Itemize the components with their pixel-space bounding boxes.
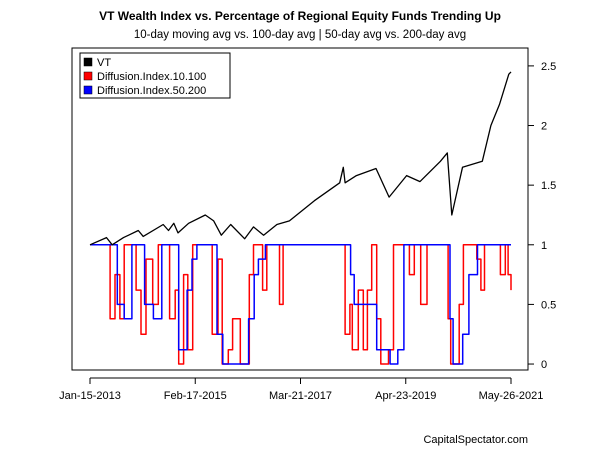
legend-swatch bbox=[83, 71, 93, 81]
x-tick-label: Jan-15-2013 bbox=[59, 390, 121, 402]
legend: VT Diffusion.Index.10.100 Diffusion.Index.… bbox=[79, 52, 231, 99]
y-tick-label: 0.5 bbox=[541, 299, 556, 311]
y-tick-label: 0 bbox=[541, 359, 547, 371]
y-tick-label: 2 bbox=[541, 121, 547, 133]
x-tick-label: May-26-2021 bbox=[479, 390, 544, 402]
series-line-diffusion-index-50-200 bbox=[90, 244, 511, 365]
y-tick-label: 1 bbox=[541, 240, 547, 252]
legend-swatch bbox=[83, 85, 93, 95]
legend-label: VT bbox=[97, 57, 111, 69]
y-axis: 0 0.5 1 1.5 2 2.5 bbox=[527, 61, 556, 371]
x-axis: Jan-15-2013 Feb-17-2015 Mar-21-2017 Apr-23-… bbox=[59, 377, 544, 402]
series-layer bbox=[89, 71, 512, 365]
chart-title: VT Wealth Index vs. Percentage of Region… bbox=[99, 9, 501, 23]
legend-label: Diffusion.Index.10.100 bbox=[97, 71, 206, 83]
series-line-vt bbox=[89, 71, 512, 246]
x-tick-label: Apr-23-2019 bbox=[375, 390, 436, 402]
y-tick-label: 2.5 bbox=[541, 61, 556, 73]
legend-label: Diffusion.Index.50.200 bbox=[97, 85, 206, 97]
chart-subtitle: 10-day moving avg vs. 100-day avg | 50-d… bbox=[134, 29, 466, 41]
source-credit: CapitalSpectator.com bbox=[423, 434, 528, 446]
x-tick-label: Feb-17-2015 bbox=[164, 390, 227, 402]
legend-box bbox=[79, 52, 231, 99]
legend-swatch bbox=[83, 57, 93, 67]
y-tick-label: 1.5 bbox=[541, 180, 556, 192]
x-tick-label: Mar-21-2017 bbox=[269, 390, 332, 402]
series-line-diffusion-index-10-100 bbox=[90, 244, 512, 365]
